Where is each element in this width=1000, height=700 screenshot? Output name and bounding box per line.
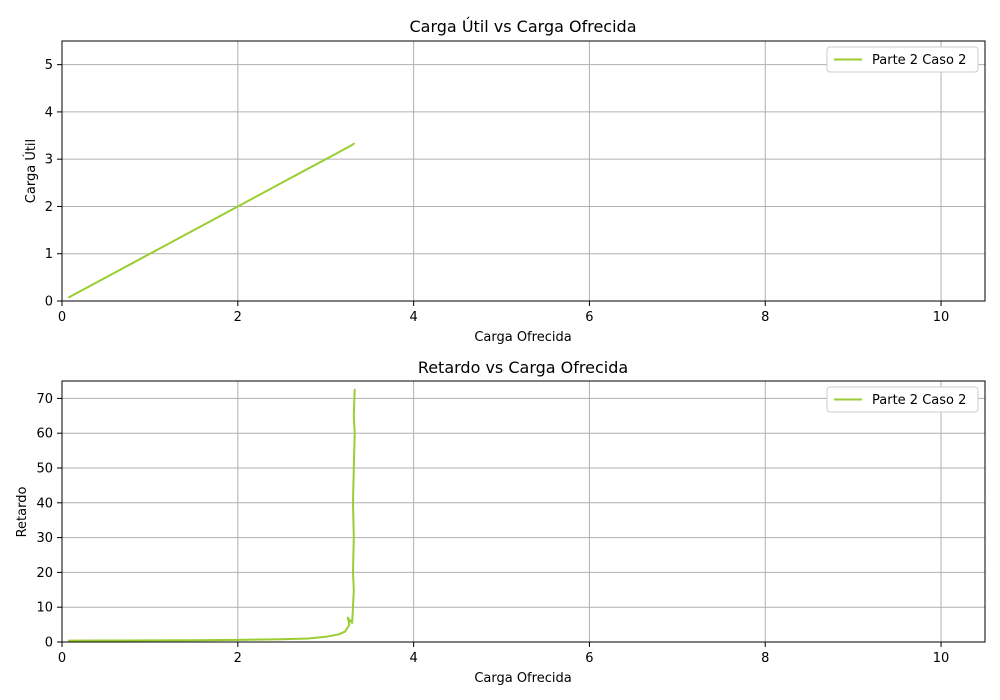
chart-1-grid	[61, 41, 985, 302]
x-tick-label: 8	[761, 651, 769, 666]
chart-2-ylabel: Retardo	[15, 487, 30, 538]
y-tick-label: 0	[45, 295, 53, 310]
chart-2-frame	[61, 380, 986, 643]
chart-2-legend: Parte 2 Caso 2	[826, 386, 979, 413]
chart-1-series	[68, 142, 355, 299]
chart-2-legend-label: Parte 2 Caso 2	[872, 393, 966, 408]
chart-1-legend-label: Parte 2 Caso 2	[872, 53, 966, 68]
chart-1-title: Carga Útil vs Carga Ofrecida	[410, 17, 637, 36]
y-tick-label: 0	[45, 636, 53, 651]
y-tick-label: 50	[36, 462, 53, 477]
x-tick-label: 10	[933, 310, 950, 325]
x-tick-label: 2	[234, 651, 242, 666]
y-tick-label: 4	[45, 105, 53, 120]
x-tick-label: 2	[234, 310, 242, 325]
series-line	[68, 388, 356, 642]
y-tick-label: 3	[45, 153, 53, 168]
y-tick-label: 5	[45, 58, 53, 73]
x-tick-label: 10	[933, 651, 950, 666]
x-tick-label: 0	[58, 310, 66, 325]
chart-2-title: Retardo vs Carga Ofrecida	[418, 358, 628, 377]
chart-1-xlabel: Carga Ofrecida	[474, 330, 571, 345]
y-tick-label: 10	[36, 601, 53, 616]
chart-2-legend-box	[826, 386, 979, 413]
y-tick-label: 2	[45, 200, 53, 215]
chart-2: Retardo vs Carga Ofrecida 0 2 4 6 8 10 0 10 20 30…	[15, 358, 986, 686]
chart-1-legend: Parte 2 Caso 2	[826, 46, 979, 73]
y-tick-label: 60	[36, 427, 53, 442]
y-tick-label: 1	[45, 247, 53, 262]
chart-2-ticks: 0 2 4 6 8 10 0 10 20 30 40 50 60 70	[36, 392, 949, 666]
chart-1: Carga Útil vs Carga Ofrecida 0 2 4 6 8 10 0 1 2 3…	[23, 17, 986, 345]
x-tick-label: 6	[585, 651, 593, 666]
x-tick-label: 4	[409, 310, 417, 325]
chart-2-series	[68, 388, 356, 642]
chart-1-frame	[61, 40, 986, 302]
chart-2-grid	[61, 381, 985, 643]
x-tick-label: 0	[58, 651, 66, 666]
series-line	[68, 142, 355, 299]
x-tick-label: 8	[761, 310, 769, 325]
chart-1-ylabel: Carga Útil	[23, 139, 39, 203]
chart-1-legend-box	[826, 46, 979, 73]
y-tick-label: 30	[36, 531, 53, 546]
chart-2-xlabel: Carga Ofrecida	[474, 671, 571, 686]
x-tick-label: 6	[585, 310, 593, 325]
chart-1-ticks: 0 2 4 6 8 10 0 1 2 3 4 5	[45, 58, 950, 325]
y-tick-label: 70	[36, 392, 53, 407]
y-tick-label: 40	[36, 496, 53, 511]
x-tick-label: 4	[409, 651, 417, 666]
y-tick-label: 20	[36, 566, 53, 581]
